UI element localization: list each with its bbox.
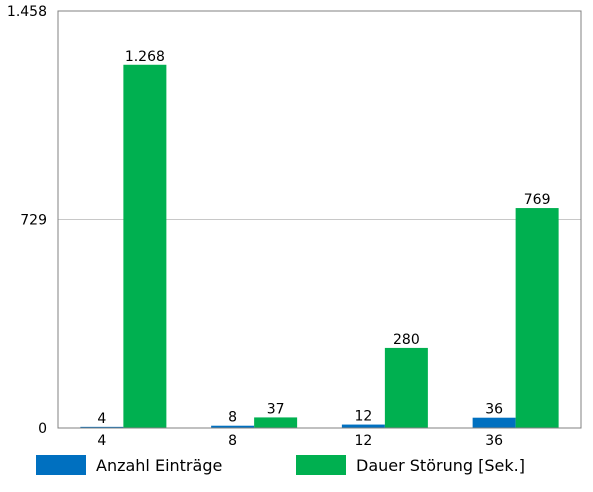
label-layer: 4 1.268 8 37 12 280 36 769 — [97, 49, 550, 427]
bar-dauer-4 — [123, 64, 167, 429]
legend: Anzahl Einträge Dauer Störung [Sek.] — [36, 455, 525, 475]
x-tick-label: 8 — [228, 433, 237, 449]
bar-layer — [80, 64, 559, 429]
legend-swatch-dauer — [296, 455, 346, 475]
bar-dauer-36 — [515, 208, 559, 428]
x-tick-label: 12 — [354, 433, 372, 449]
legend-label-anzahl: Anzahl Einträge — [96, 456, 222, 475]
x-tick-label: 4 — [97, 433, 106, 449]
data-label: 36 — [485, 402, 503, 418]
y-tick-label: 0 — [38, 421, 47, 437]
bar-dauer-12 — [384, 347, 428, 428]
legend-label-dauer: Dauer Störung [Sek.] — [356, 456, 525, 475]
data-label: 1.268 — [125, 49, 165, 65]
bar-anzahl-4 — [80, 426, 124, 428]
bar-anzahl-12 — [341, 424, 385, 428]
y-tick-label: 1.458 — [7, 4, 47, 20]
axis-layer: 0 729 1.458 4 8 12 36 — [7, 4, 582, 449]
data-label: 37 — [267, 401, 285, 417]
bar-anzahl-36 — [472, 417, 516, 428]
y-tick-label: 729 — [20, 213, 47, 229]
data-label: 12 — [354, 409, 372, 425]
data-label: 769 — [524, 192, 551, 208]
bar-dauer-8 — [254, 417, 298, 428]
data-label: 8 — [228, 410, 237, 426]
bar-anzahl-8 — [211, 425, 255, 428]
data-label: 4 — [97, 411, 106, 427]
data-label: 280 — [393, 332, 420, 348]
legend-swatch-anzahl — [36, 455, 86, 475]
plot-frame — [57, 10, 582, 429]
x-tick-label: 36 — [485, 433, 503, 449]
